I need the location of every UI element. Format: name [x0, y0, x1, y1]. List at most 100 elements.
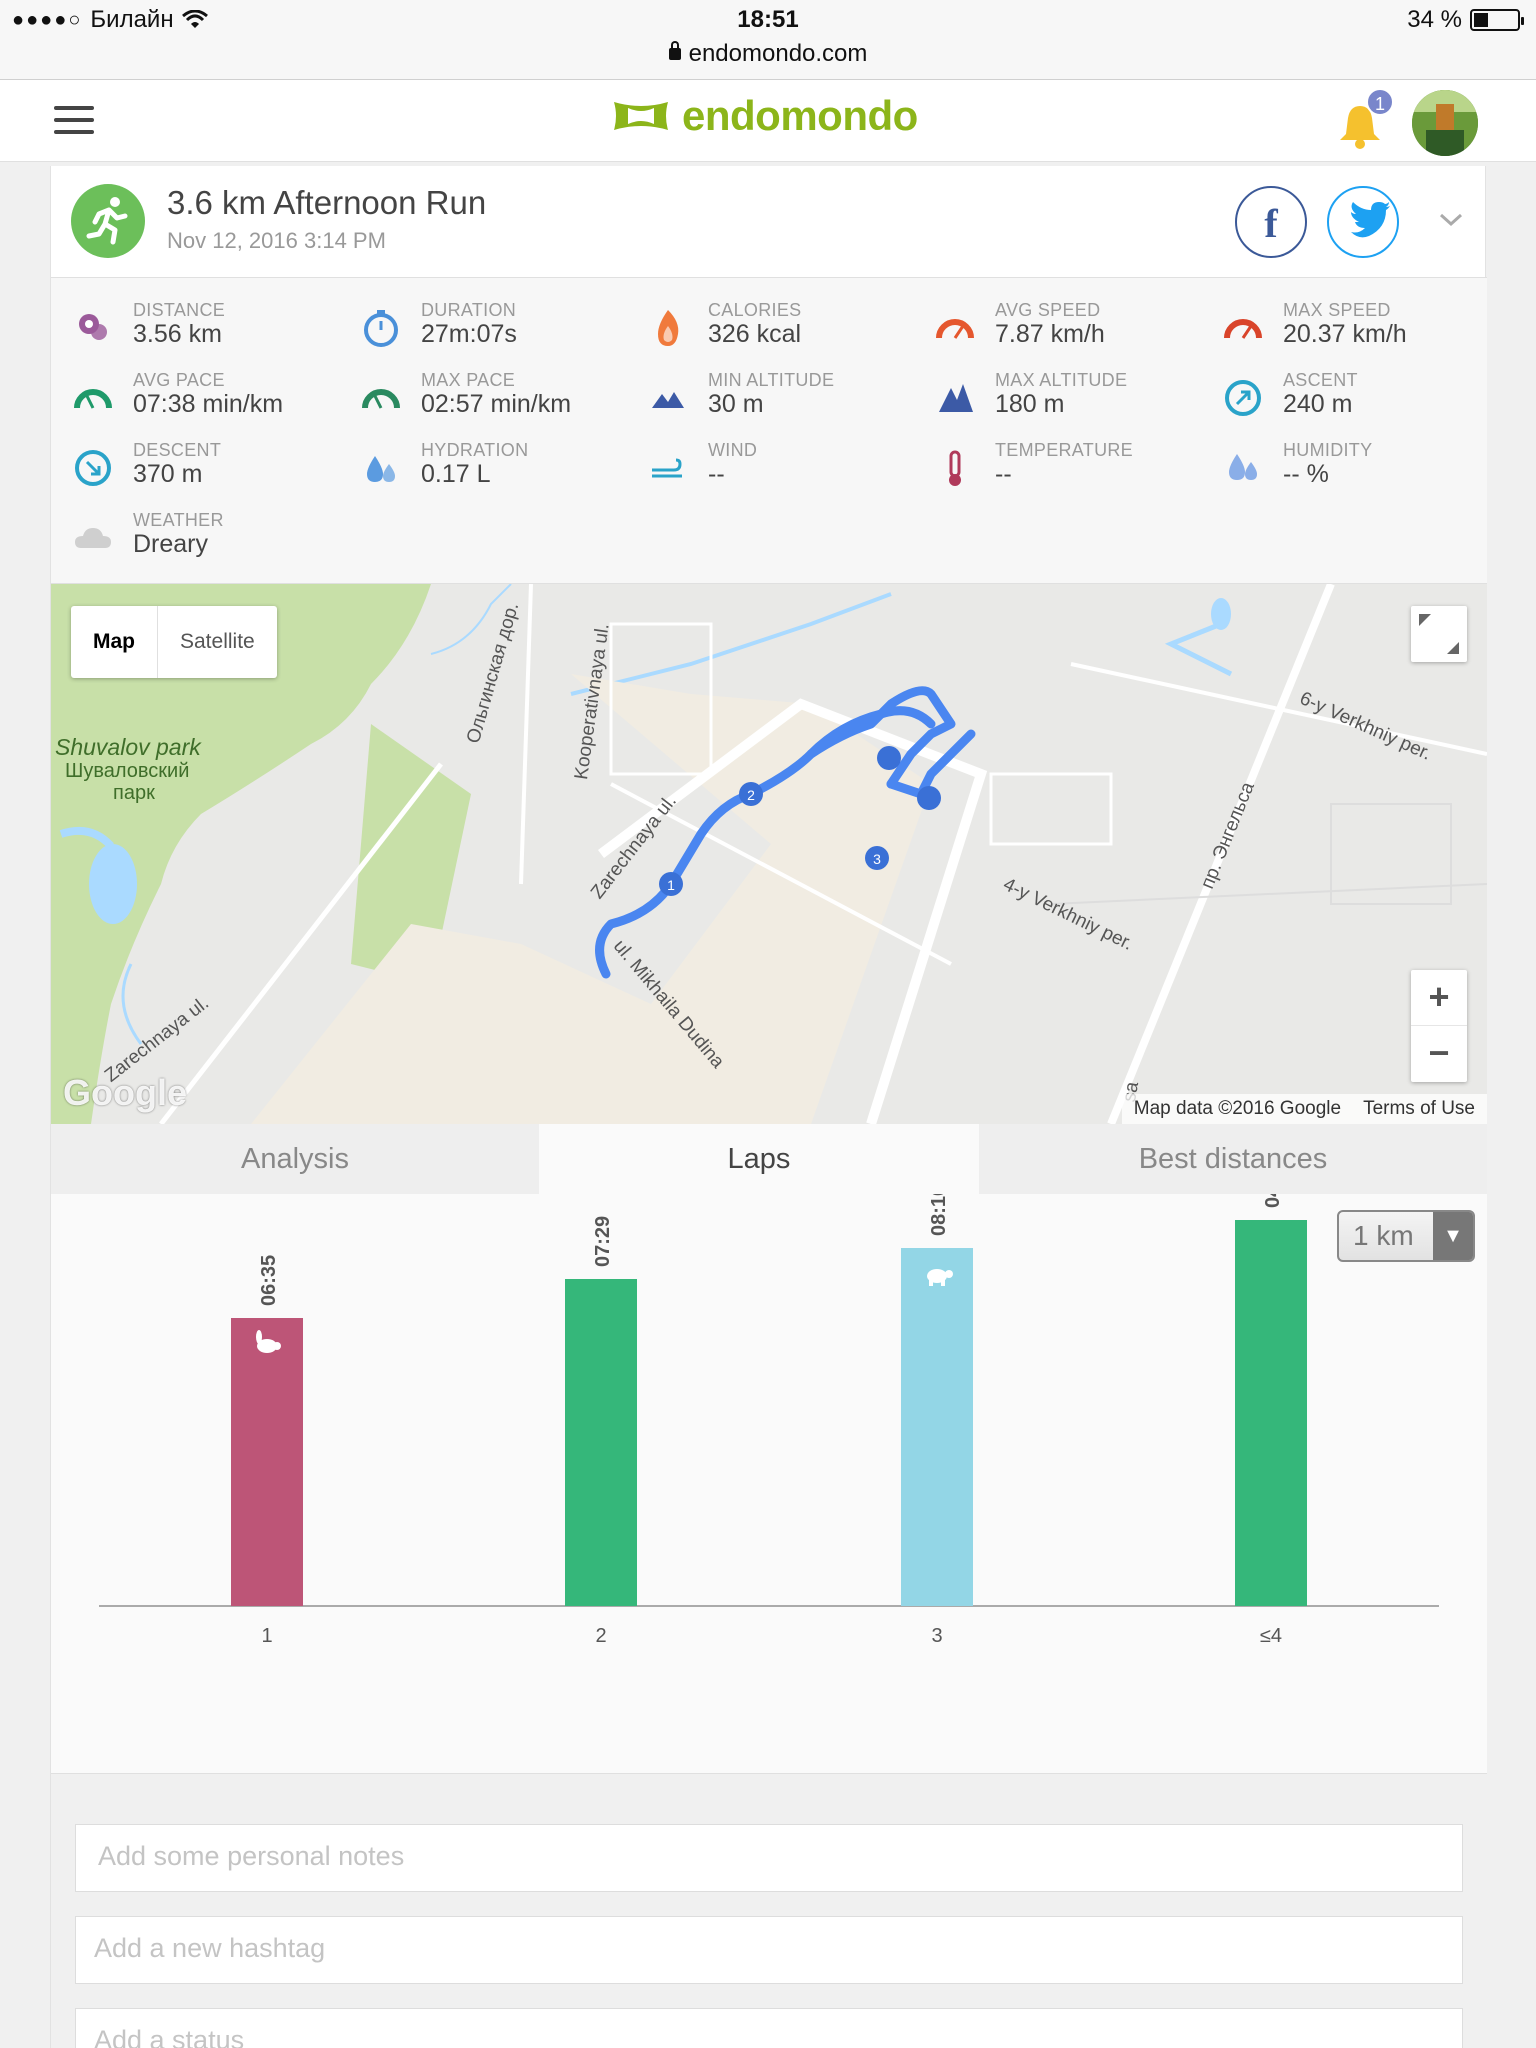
stat-value: 27m:07s: [421, 320, 517, 348]
under-armour-logo-icon: [614, 102, 668, 130]
lap-bar[interactable]: [231, 1318, 303, 1606]
route-map[interactable]: 1 2 3 Shuvalov park Шуваловский парк Оль…: [51, 584, 1487, 1124]
stat-max-speed: MAX SPEED 20.37 km/h: [1201, 300, 1481, 352]
lock-icon: [668, 41, 681, 60]
chevron-down-icon[interactable]: [1439, 212, 1463, 228]
google-logo: Google: [63, 1072, 187, 1113]
workout-header: 3.6 km Afternoon Run Nov 12, 2016 3:14 P…: [51, 166, 1487, 278]
status-input[interactable]: Add a status: [75, 2008, 1463, 2048]
zoom-out-button[interactable]: −: [1428, 1032, 1450, 1073]
hashtag-input[interactable]: Add a new hashtag: [75, 1916, 1463, 1984]
tab-best-distances[interactable]: Best distances: [1138, 1143, 1328, 1175]
rabbit-icon: [256, 1330, 281, 1353]
stat-weather: WEATHER Dreary: [51, 510, 331, 562]
ascent-arrow-icon: [1225, 380, 1261, 416]
speedometer-icon: [936, 319, 974, 339]
lap-distance-select[interactable]: 1 km ▼: [1337, 1210, 1475, 1262]
stat-hydration: HYDRATION 0.17 L: [339, 440, 619, 492]
url-text: endomondo.com: [688, 40, 868, 67]
stat-value: 07:38 min/km: [133, 390, 284, 418]
app-header: endomondo 1: [0, 80, 1536, 162]
stat-value: 7.87 km/h: [995, 320, 1105, 348]
stat-avg-pace: AVG PACE 07:38 min/km: [51, 370, 331, 422]
park-label-en: Shuvalov park: [55, 734, 201, 760]
battery-icon: [1470, 9, 1524, 31]
fullscreen-button[interactable]: [1411, 606, 1467, 662]
lap-time-label: 04:54: [1262, 1194, 1284, 1208]
lap-marker-3: 3: [873, 851, 881, 867]
terms-of-use-link[interactable]: Terms of Use: [1363, 1098, 1475, 1119]
stat-calories: CALORIES 326 kcal: [626, 300, 906, 352]
lap-distance-value: 1 km: [1353, 1220, 1414, 1251]
stat-label: DESCENT: [133, 440, 222, 460]
lap-bar[interactable]: [565, 1279, 637, 1606]
address-bar[interactable]: endomondo.com: [0, 40, 1536, 80]
lap-bar[interactable]: [901, 1248, 973, 1606]
stat-max-pace: MAX PACE 02:57 min/km: [339, 370, 619, 422]
menu-button[interactable]: [54, 106, 94, 136]
stat-min-altitude: MIN ALTITUDE 30 m: [626, 370, 906, 422]
finish-pin-icon[interactable]: [917, 786, 941, 810]
map-data-credit: Map data ©2016 Google: [1133, 1098, 1342, 1119]
workout-card: 3.6 km Afternoon Run Nov 12, 2016 3:14 P…: [50, 166, 1487, 2048]
humidity-drops-icon: [1229, 454, 1257, 480]
facebook-share-button[interactable]: f: [1235, 186, 1307, 258]
stat-value: 370 m: [133, 460, 203, 488]
high-mountain-icon: [939, 384, 973, 412]
personal-notes-input[interactable]: Add some personal notes: [75, 1824, 1463, 1892]
lap-number-label: 3: [931, 1625, 942, 1647]
workout-date: Nov 12, 2016 3:14 PM: [167, 228, 386, 253]
notification-badge: 1: [1366, 88, 1394, 116]
map-type-control: Map Satellite: [71, 606, 277, 678]
stat-value: 20.37 km/h: [1283, 320, 1407, 348]
ios-status-bar: ●●●●○ Билайн 18:51 34 %: [0, 0, 1536, 40]
signal-strength-icon: ●●●●○: [12, 8, 83, 31]
wifi-icon: [181, 10, 208, 28]
stat-label: ASCENT: [1283, 370, 1358, 390]
zoom-control: + −: [1411, 970, 1467, 1082]
lap-marker-1: 1: [667, 877, 675, 893]
tab-laps[interactable]: Laps: [539, 1124, 979, 1194]
start-pin-icon[interactable]: [877, 746, 901, 770]
stat-distance: DISTANCE 3.56 km: [51, 300, 331, 352]
map-type-map-button[interactable]: Map: [71, 606, 158, 678]
map-type-satellite-button[interactable]: Satellite: [180, 630, 255, 653]
endomondo-logo[interactable]: endomondo: [610, 92, 918, 140]
stat-label: DURATION: [421, 300, 517, 320]
stat-label: HYDRATION: [421, 440, 529, 460]
stat-value: 180 m: [995, 390, 1065, 418]
tab-analysis[interactable]: Analysis: [241, 1143, 349, 1175]
battery-level: [1474, 13, 1488, 27]
stat-label: CALORIES: [708, 300, 802, 320]
user-avatar[interactable]: [1412, 90, 1478, 156]
lap-time-label: 08:10: [928, 1194, 950, 1236]
stat-ascent: ASCENT 240 m: [1201, 370, 1481, 422]
analysis-tabs: Analysis Laps Best distances: [51, 1124, 1487, 1194]
stat-value: 02:57 min/km: [421, 390, 572, 418]
pace-gauge-icon: [74, 389, 112, 409]
stat-value: 3.56 km: [133, 320, 222, 348]
clock: 18:51: [737, 6, 799, 33]
stat-value: -- %: [1283, 460, 1329, 488]
lap-bar[interactable]: [1235, 1220, 1307, 1606]
workout-title: 3.6 km Afternoon Run: [167, 184, 487, 221]
notes-section: [51, 1774, 1487, 2048]
park-label-ru-2: парк: [113, 782, 155, 804]
stat-label: AVG PACE: [133, 370, 225, 390]
stopwatch-icon: [364, 310, 398, 347]
stat-label: MAX SPEED: [1283, 300, 1391, 320]
stat-label: MIN ALTITUDE: [708, 370, 835, 390]
notifications-button[interactable]: 1: [1336, 88, 1394, 150]
zoom-in-button[interactable]: +: [1411, 970, 1467, 1026]
cloud-icon: [75, 528, 111, 548]
twitter-share-button[interactable]: [1327, 186, 1399, 258]
facebook-icon: f: [1264, 201, 1278, 246]
lap-marker-2: 2: [747, 787, 755, 803]
lap-time-label: 07:29: [592, 1216, 614, 1267]
wind-icon: [652, 458, 682, 478]
thermometer-icon: [949, 450, 961, 486]
lap-number-label: 2: [595, 1625, 606, 1647]
turtle-icon: [927, 1269, 953, 1286]
laps-bar-chart: 06:35 1 07:29 2 08:10 3 04:54 ≤4: [99, 1194, 1439, 1647]
map-canvas[interactable]: 1 2 3: [51, 584, 1487, 1124]
